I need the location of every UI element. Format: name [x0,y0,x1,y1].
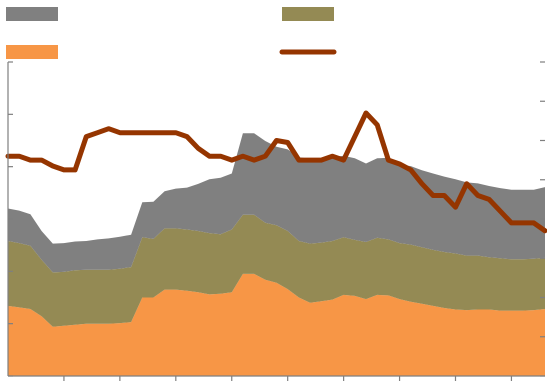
legend [6,7,337,59]
area-orange [8,273,545,376]
line-dark-orange [5,110,547,234]
area-layer [8,133,545,376]
line-layer [5,110,547,234]
axes-layer [7,61,545,381]
legend-swatch-gray [6,7,58,21]
legend-swatch-olive [282,7,334,21]
legend-swatch-orange [6,45,58,59]
area-olive [8,214,545,327]
